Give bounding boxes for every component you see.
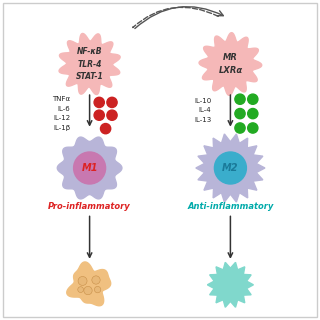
Circle shape [94, 110, 104, 120]
Circle shape [235, 108, 245, 119]
Text: NF-κB
TLR-4
STAT-1: NF-κB TLR-4 STAT-1 [76, 47, 103, 81]
Text: M2: M2 [222, 163, 239, 173]
Circle shape [248, 94, 258, 104]
Circle shape [78, 276, 87, 285]
Circle shape [78, 287, 84, 292]
Text: Pro-inflammatory: Pro-inflammatory [48, 202, 131, 211]
Polygon shape [199, 33, 262, 95]
Circle shape [84, 286, 92, 295]
Text: MR
LXRα: MR LXRα [218, 53, 243, 75]
Circle shape [94, 97, 104, 108]
Polygon shape [57, 137, 122, 199]
Polygon shape [207, 262, 253, 307]
FancyArrowPatch shape [133, 7, 218, 28]
Circle shape [235, 94, 245, 104]
Polygon shape [59, 34, 120, 94]
Text: Anti-inflammatory: Anti-inflammatory [187, 202, 274, 211]
Circle shape [74, 152, 106, 184]
FancyBboxPatch shape [3, 3, 317, 317]
Polygon shape [67, 262, 111, 306]
Circle shape [248, 123, 258, 133]
Text: IL-10
IL-4
IL-13: IL-10 IL-4 IL-13 [194, 98, 211, 123]
Circle shape [214, 152, 246, 184]
Polygon shape [196, 134, 265, 202]
Circle shape [107, 97, 117, 108]
Text: M1: M1 [81, 163, 98, 173]
Circle shape [107, 110, 117, 120]
Circle shape [248, 108, 258, 119]
Circle shape [100, 124, 111, 134]
Circle shape [94, 286, 101, 293]
Circle shape [235, 123, 245, 133]
Text: TNFα
IL-6
IL-12
IL-1β: TNFα IL-6 IL-12 IL-1β [52, 96, 70, 131]
Circle shape [92, 276, 100, 284]
